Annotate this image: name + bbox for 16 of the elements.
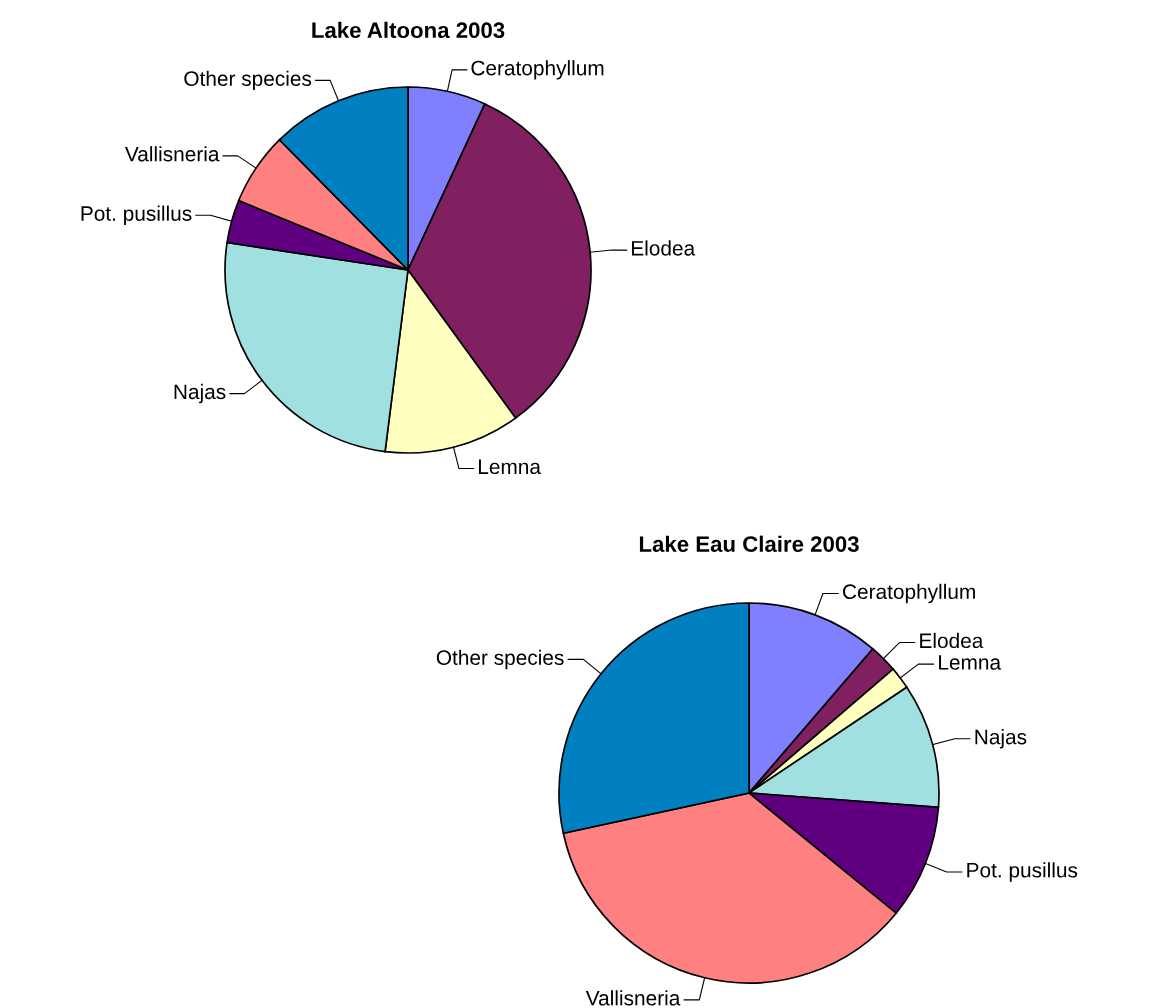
chart-title: Lake Altoona 2003 [312,21,505,39]
slice-label: Najas [174,383,226,404]
slice-label: Ceratophyllum [843,583,975,604]
slice-label: Vallisneria [124,146,220,162]
slice-label: Pot. pusillus [81,205,192,226]
slice-label: Vallisneria [585,990,681,1006]
slice-label: Lemna [478,459,541,475]
chart-title: Lake Eau Claire 2003 [639,535,859,552]
slice-label: Lemna [939,655,1002,670]
slice-label: Elodea [920,632,984,649]
slice-label: Najas [975,729,1027,749]
slice-label: Elodea [632,240,696,256]
slice-label: Pot. pusillus [967,862,1078,882]
slice-label: Other species [184,70,312,91]
slice-label: Other species [436,649,564,670]
slice-label: Ceratophyllum [471,60,604,80]
